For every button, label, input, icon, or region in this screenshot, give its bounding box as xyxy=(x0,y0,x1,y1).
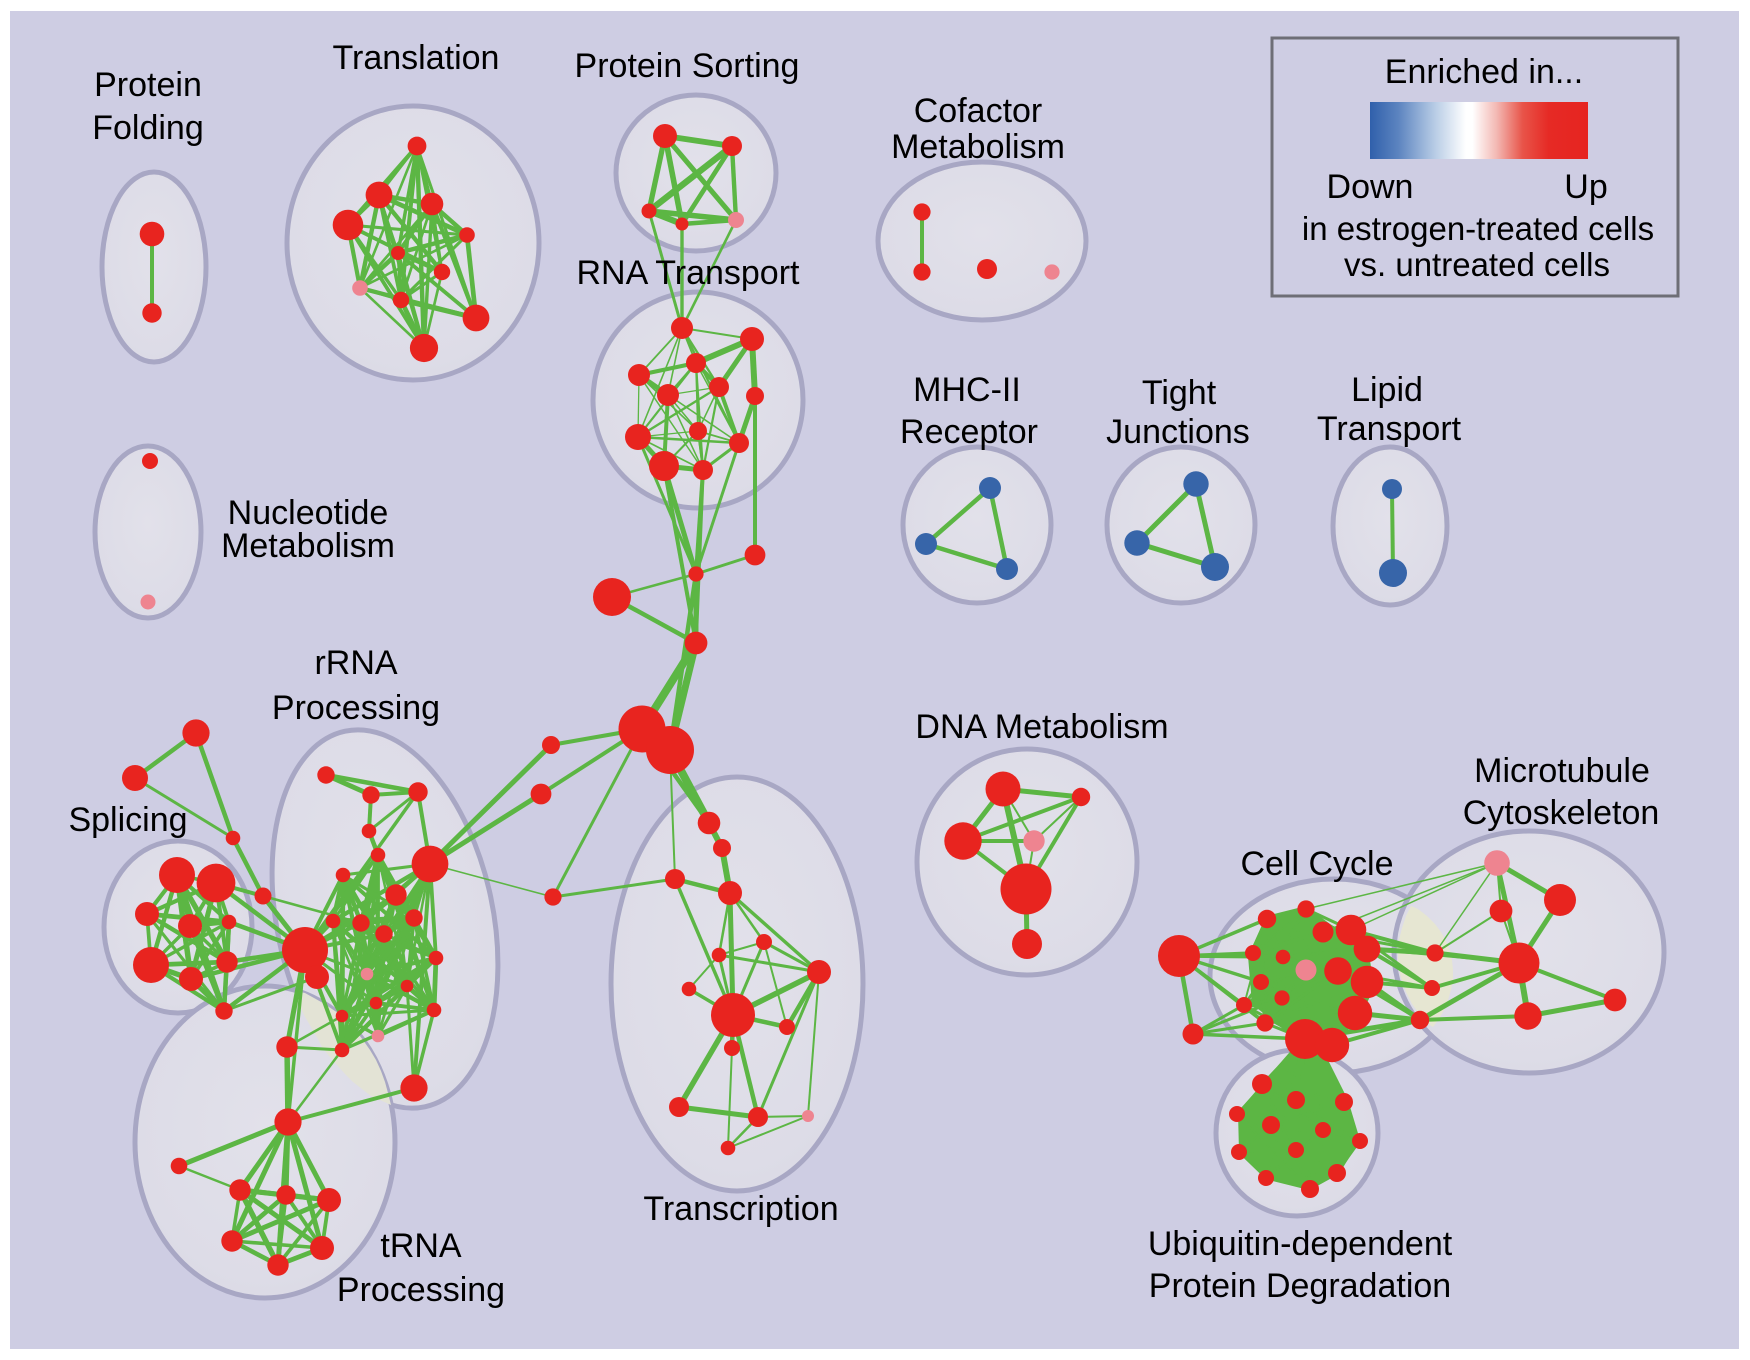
svg-text:Junctions: Junctions xyxy=(1106,413,1250,451)
svg-text:rRNA: rRNA xyxy=(314,644,397,682)
svg-text:Transport: Transport xyxy=(1317,410,1462,448)
svg-text:Receptor: Receptor xyxy=(900,413,1038,451)
svg-text:Cell Cycle: Cell Cycle xyxy=(1240,845,1393,883)
svg-text:Metabolism: Metabolism xyxy=(891,128,1065,166)
svg-text:Down: Down xyxy=(1327,168,1414,206)
svg-text:tRNA: tRNA xyxy=(380,1227,462,1265)
svg-text:Enriched in...: Enriched in... xyxy=(1385,53,1583,91)
svg-text:vs. untreated cells: vs. untreated cells xyxy=(1344,246,1610,283)
svg-text:Transcription: Transcription xyxy=(643,1190,838,1228)
svg-text:Nucleotide: Nucleotide xyxy=(228,494,389,532)
svg-text:Tight: Tight xyxy=(1142,374,1217,412)
svg-text:in estrogen-treated cells: in estrogen-treated cells xyxy=(1302,210,1654,247)
svg-text:Up: Up xyxy=(1564,168,1607,206)
svg-text:Protein: Protein xyxy=(94,66,202,104)
svg-text:Lipid: Lipid xyxy=(1351,371,1423,409)
svg-text:Splicing: Splicing xyxy=(68,801,187,839)
svg-text:Protein Sorting: Protein Sorting xyxy=(575,47,800,85)
svg-text:Cofactor: Cofactor xyxy=(914,92,1043,130)
svg-text:Cytoskeleton: Cytoskeleton xyxy=(1463,794,1660,832)
svg-text:Protein Degradation: Protein Degradation xyxy=(1149,1267,1451,1305)
svg-text:Translation: Translation xyxy=(333,39,500,77)
svg-text:RNA Transport: RNA Transport xyxy=(577,254,801,292)
svg-text:DNA Metabolism: DNA Metabolism xyxy=(915,708,1168,746)
svg-text:Microtubule: Microtubule xyxy=(1474,752,1650,790)
svg-text:Processing: Processing xyxy=(337,1271,505,1309)
svg-text:Processing: Processing xyxy=(272,689,440,727)
svg-text:Ubiquitin-dependent: Ubiquitin-dependent xyxy=(1148,1225,1453,1263)
svg-text:Folding: Folding xyxy=(92,109,204,147)
svg-text:Metabolism: Metabolism xyxy=(221,527,395,565)
svg-text:MHC-II: MHC-II xyxy=(913,371,1021,409)
